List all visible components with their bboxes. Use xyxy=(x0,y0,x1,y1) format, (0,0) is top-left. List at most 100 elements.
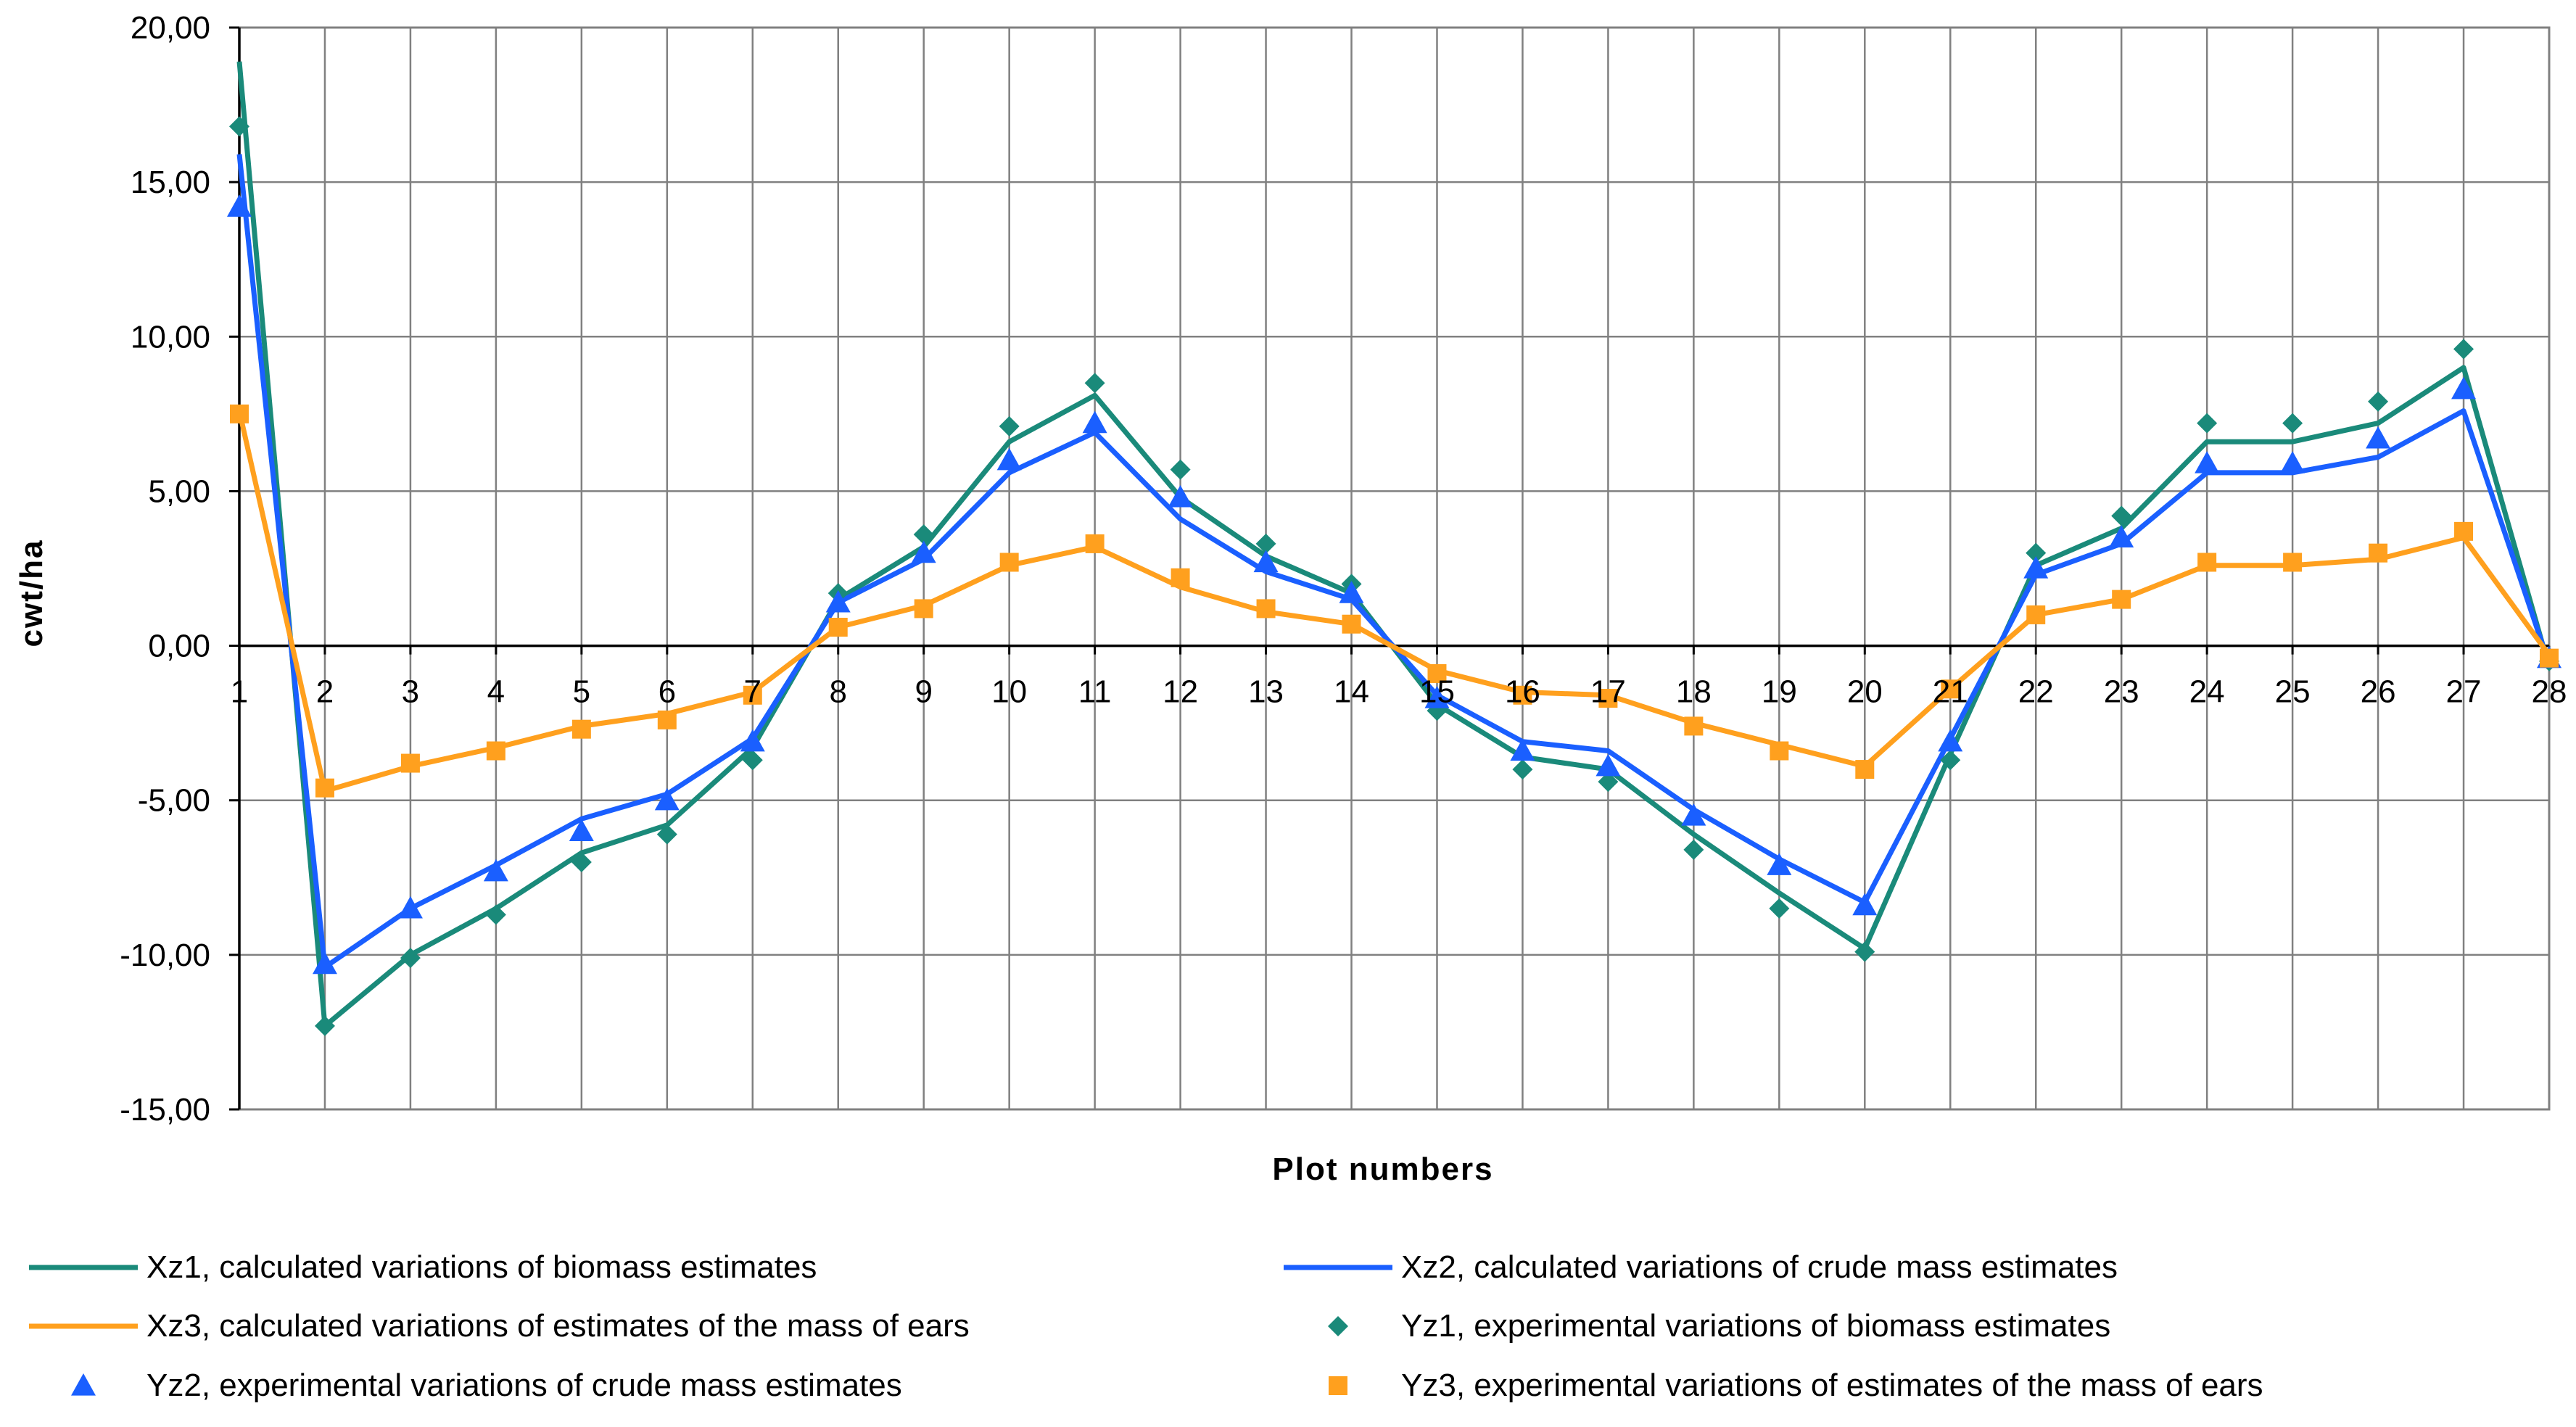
data-point-diamond xyxy=(2368,391,2389,412)
data-point-diamond xyxy=(2453,339,2474,360)
data-point-square xyxy=(1684,716,1704,736)
x-tick-label: 24 xyxy=(2189,674,2225,710)
data-point-square xyxy=(1855,760,1875,779)
x-tick-label: 8 xyxy=(829,674,846,710)
y-tick-label: 15,00 xyxy=(131,165,210,200)
data-point-diamond xyxy=(913,524,934,545)
data-point-triangle xyxy=(911,540,936,563)
data-point-triangle xyxy=(2280,451,2305,473)
series-line-3 xyxy=(236,410,2551,794)
x-tick-label: 7 xyxy=(744,674,761,710)
data-point-diamond xyxy=(999,415,1020,437)
legend-label: Xz1, calculated variations of biomass es… xyxy=(146,1249,817,1285)
series-markers-3 xyxy=(230,404,2559,798)
y-tick-label: -10,00 xyxy=(120,938,210,973)
data-point-square xyxy=(315,778,334,798)
data-point-diamond xyxy=(1769,898,1790,919)
x-tick-label: 17 xyxy=(1590,674,1626,710)
data-point-triangle xyxy=(2109,525,2134,547)
data-point-triangle xyxy=(2451,376,2477,400)
data-point-square xyxy=(486,741,505,761)
data-point-triangle xyxy=(654,787,680,811)
series-markers-2 xyxy=(227,194,2561,975)
data-point-diamond xyxy=(400,948,421,969)
data-point-square xyxy=(1941,679,1960,699)
data-point-square xyxy=(1085,534,1105,553)
series xyxy=(227,61,2561,1036)
data-point-diamond xyxy=(1683,839,1704,860)
data-point-triangle xyxy=(1681,803,1706,826)
data-point-diamond xyxy=(1598,772,1619,793)
data-point-square xyxy=(230,404,249,423)
data-point-square xyxy=(2112,590,2131,609)
data-point-triangle xyxy=(1082,410,1107,434)
data-point-diamond xyxy=(1170,459,1191,480)
x-tick-label: 18 xyxy=(1676,674,1712,710)
data-point-square xyxy=(2197,553,2217,572)
data-point-square xyxy=(400,753,420,773)
tick-labels: 20,00 15,00 10,00 5,00 0,00 -5,00 -10,00 -15,00… xyxy=(120,10,2567,1128)
data-point-triangle xyxy=(1339,581,1364,603)
y-tick-label: -5,00 xyxy=(138,783,210,819)
data-point-square xyxy=(914,599,933,619)
data-point-triangle xyxy=(1510,738,1535,761)
data-point-triangle xyxy=(227,194,252,217)
data-point-square xyxy=(1770,741,1789,761)
legend-item-5: Yz2, experimental variations of crude ma… xyxy=(71,1368,902,1403)
data-point-triangle xyxy=(1168,484,1193,508)
data-point-diamond xyxy=(485,904,506,925)
y-tick-label: 0,00 xyxy=(148,629,210,664)
legend-item-1: Xz1, calculated variations of biomass es… xyxy=(29,1249,817,1285)
data-point-square xyxy=(657,710,677,729)
x-tick-label: 26 xyxy=(2361,674,2396,710)
data-point-triangle xyxy=(825,590,851,613)
data-point-triangle xyxy=(740,729,765,752)
data-point-square xyxy=(1256,599,1276,619)
data-point-diamond xyxy=(229,116,249,137)
data-point-diamond xyxy=(656,824,677,845)
data-point-triangle xyxy=(996,447,1022,471)
data-point-triangle xyxy=(1424,686,1450,708)
data-point-diamond xyxy=(1854,941,1875,962)
x-tick-label: 5 xyxy=(573,674,590,710)
data-point-square xyxy=(743,685,762,705)
x-tick-label: 3 xyxy=(402,674,419,710)
x-tick-label: 28 xyxy=(2532,674,2567,710)
data-point-diamond xyxy=(2197,413,2218,434)
x-tick-label: 6 xyxy=(659,674,676,710)
data-point-diamond xyxy=(314,1015,335,1036)
data-point-diamond xyxy=(571,851,592,872)
x-tick-label: 15 xyxy=(1419,674,1455,710)
x-tick-label: 27 xyxy=(2446,674,2482,710)
data-point-diamond xyxy=(2111,505,2132,526)
legend: Xz1, calculated variations of biomass es… xyxy=(29,1249,2263,1403)
legend-label: Yz1, experimental variations of biomass … xyxy=(1401,1308,2110,1344)
data-point-square xyxy=(1598,689,1618,708)
data-point-triangle xyxy=(2023,556,2049,579)
y-tick-label: -15,00 xyxy=(120,1092,210,1128)
x-tick-label: 14 xyxy=(1334,674,1369,710)
data-point-triangle xyxy=(397,896,423,919)
data-point-square xyxy=(2369,543,2388,563)
data-point-square xyxy=(2283,553,2303,572)
legend-item-2: Xz2, calculated variations of crude mass… xyxy=(1284,1249,2118,1285)
data-point-triangle xyxy=(569,819,594,841)
legend-label: Xz3, calculated variations of estimates … xyxy=(146,1308,970,1344)
data-point-square xyxy=(2540,648,2559,668)
x-tick-label: 23 xyxy=(2104,674,2139,710)
data-point-triangle xyxy=(1595,753,1621,777)
data-point-triangle xyxy=(1767,853,1792,875)
x-tick-label: 21 xyxy=(1933,674,1968,710)
legend-label: Yz3, experimental variations of estimate… xyxy=(1401,1368,2263,1403)
legend-swatch-square xyxy=(1329,1376,1347,1395)
y-tick-label: 5,00 xyxy=(148,473,210,509)
y-tick-label: 10,00 xyxy=(131,319,210,355)
x-tick-label: 12 xyxy=(1163,674,1198,710)
y-tick-label: 20,00 xyxy=(131,10,210,46)
x-tick-label: 16 xyxy=(1505,674,1540,710)
x-tick-label: 22 xyxy=(2018,674,2054,710)
y-axis-title: cwt/ha xyxy=(14,539,49,648)
plot-area xyxy=(238,26,2551,1111)
series-line-path xyxy=(236,410,2551,794)
